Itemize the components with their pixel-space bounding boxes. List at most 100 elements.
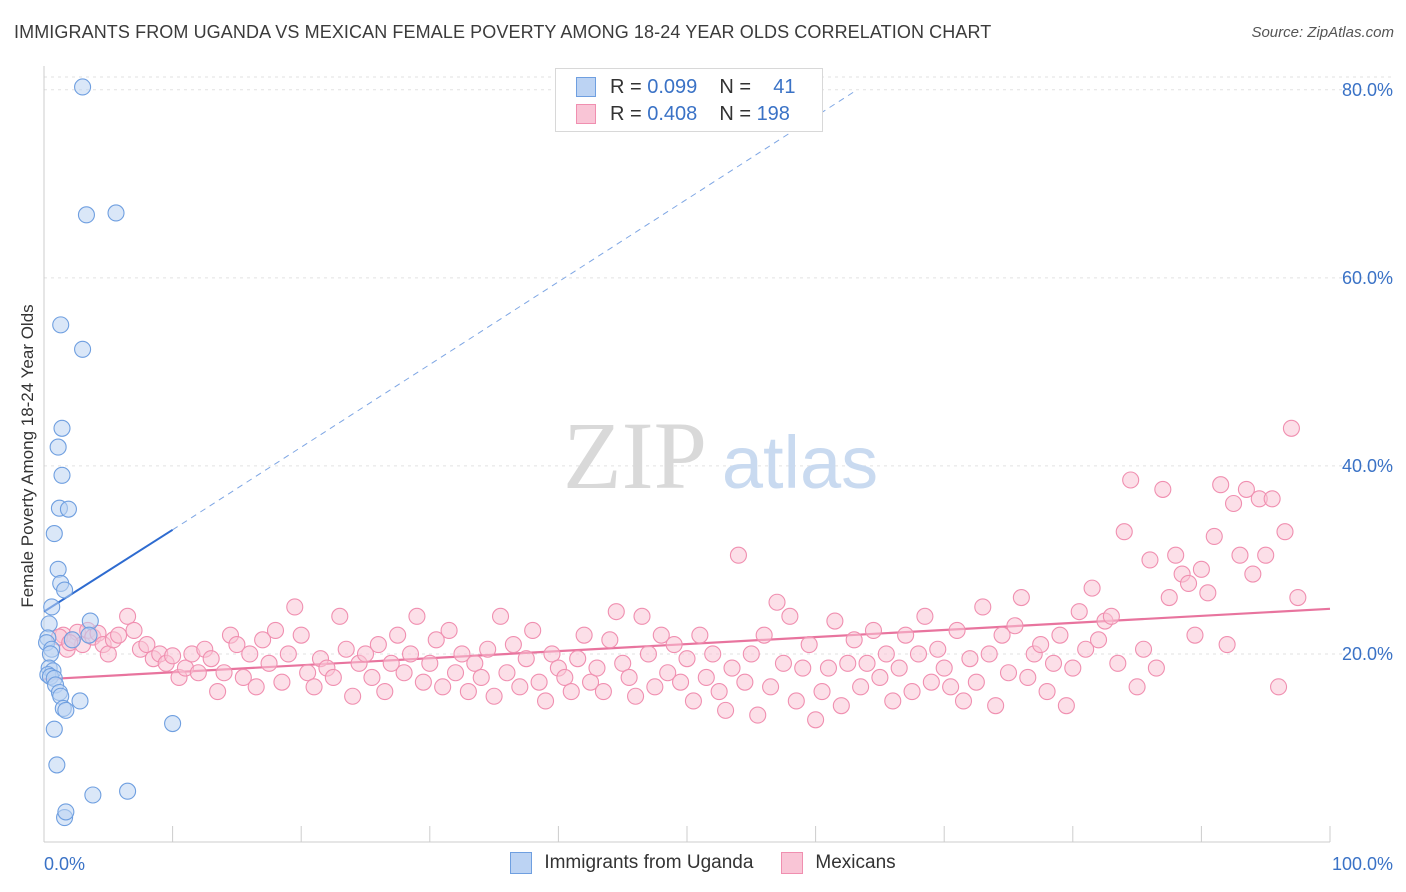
data-point	[273, 673, 291, 691]
data-point	[575, 626, 593, 644]
data-point	[999, 664, 1018, 682]
x-tick-label: 0.0%	[44, 854, 85, 874]
data-point	[324, 668, 342, 687]
y-tick-label: 60.0%	[1342, 268, 1393, 288]
data-point	[517, 650, 535, 668]
data-point	[446, 664, 465, 682]
data-point	[74, 340, 92, 358]
data-point	[57, 803, 75, 821]
data-point	[1282, 419, 1300, 437]
y-tick-labels: 20.0% 40.0% 60.0% 80.0%	[1342, 80, 1393, 664]
data-point	[74, 78, 92, 96]
data-point	[897, 626, 915, 644]
data-point	[1179, 574, 1198, 592]
data-point	[1244, 565, 1262, 583]
r-label: R =	[610, 102, 642, 125]
legend-swatch-uganda	[576, 77, 596, 97]
data-point	[53, 419, 71, 437]
data-point	[807, 711, 825, 729]
data-point	[1167, 546, 1185, 564]
data-point	[627, 687, 645, 705]
data-point	[974, 598, 992, 616]
data-point	[588, 659, 606, 677]
data-point	[954, 692, 973, 710]
data-point	[1064, 659, 1082, 677]
data-point	[1038, 683, 1056, 701]
data-point	[254, 631, 272, 649]
data-point	[453, 645, 471, 663]
data-point	[119, 782, 137, 800]
data-point	[241, 645, 259, 663]
data-point	[594, 683, 612, 701]
data-point	[363, 668, 381, 687]
data-point	[1012, 588, 1030, 607]
data-point	[63, 631, 81, 649]
data-point	[697, 668, 715, 687]
data-point	[292, 626, 310, 644]
data-point	[755, 626, 773, 644]
legend-item-uganda[interactable]: Immigrants from Uganda	[510, 852, 753, 874]
y-tick-label: 80.0%	[1342, 80, 1393, 100]
data-point	[81, 612, 99, 630]
legend-label: Mexicans	[815, 852, 896, 873]
stats-row-uganda: R = 0.099 N = 41	[576, 73, 795, 101]
data-point	[717, 701, 735, 719]
data-point	[922, 673, 940, 691]
data-point	[84, 786, 102, 804]
data-point	[414, 673, 432, 691]
legend-item-mexicans[interactable]: Mexicans	[781, 852, 896, 874]
data-point	[826, 612, 844, 630]
data-point	[993, 626, 1011, 644]
data-point	[498, 664, 516, 682]
data-point	[228, 635, 246, 654]
data-point	[80, 626, 98, 644]
data-point	[961, 650, 979, 668]
data-point	[691, 626, 709, 644]
chart-title: IMMIGRANTS FROM UGANDA VS MEXICAN FEMALE…	[14, 22, 992, 42]
data-point	[466, 654, 484, 672]
data-point	[1160, 588, 1178, 607]
data-point	[45, 720, 63, 738]
data-point	[286, 598, 304, 616]
watermark-atlas: atlas	[722, 421, 878, 504]
data-point	[395, 664, 413, 682]
data-point	[1019, 668, 1037, 687]
data-point	[434, 678, 452, 696]
data-point	[376, 683, 394, 701]
data-point	[1257, 546, 1275, 564]
data-point	[1154, 480, 1172, 498]
data-point	[472, 668, 490, 687]
watermark-zip: ZIP	[563, 402, 707, 509]
data-point	[781, 607, 799, 625]
data-point	[459, 683, 477, 701]
data-point	[1115, 523, 1133, 541]
data-point	[1070, 603, 1088, 621]
data-point	[1199, 584, 1217, 602]
n-value: 198	[756, 102, 790, 125]
data-point	[768, 593, 786, 611]
data-point	[279, 645, 297, 663]
data-point	[1186, 626, 1204, 644]
legend-label: Immigrants from Uganda	[544, 852, 754, 873]
data-point	[556, 668, 574, 687]
data-point	[723, 659, 741, 677]
data-point	[164, 647, 182, 665]
data-point	[1044, 654, 1063, 672]
data-point	[421, 654, 439, 672]
data-point	[1225, 494, 1243, 513]
data-point	[845, 631, 863, 649]
data-point	[125, 621, 143, 639]
data-point	[787, 692, 805, 710]
data-point	[800, 635, 818, 654]
data-point	[813, 683, 831, 701]
data-point	[52, 316, 70, 334]
data-point	[356, 645, 375, 663]
data-point	[1289, 588, 1307, 607]
data-point	[337, 640, 355, 658]
data-point	[684, 692, 702, 710]
data-point	[607, 603, 625, 621]
data-point	[601, 631, 619, 649]
data-point	[659, 664, 677, 682]
data-point	[948, 621, 966, 639]
